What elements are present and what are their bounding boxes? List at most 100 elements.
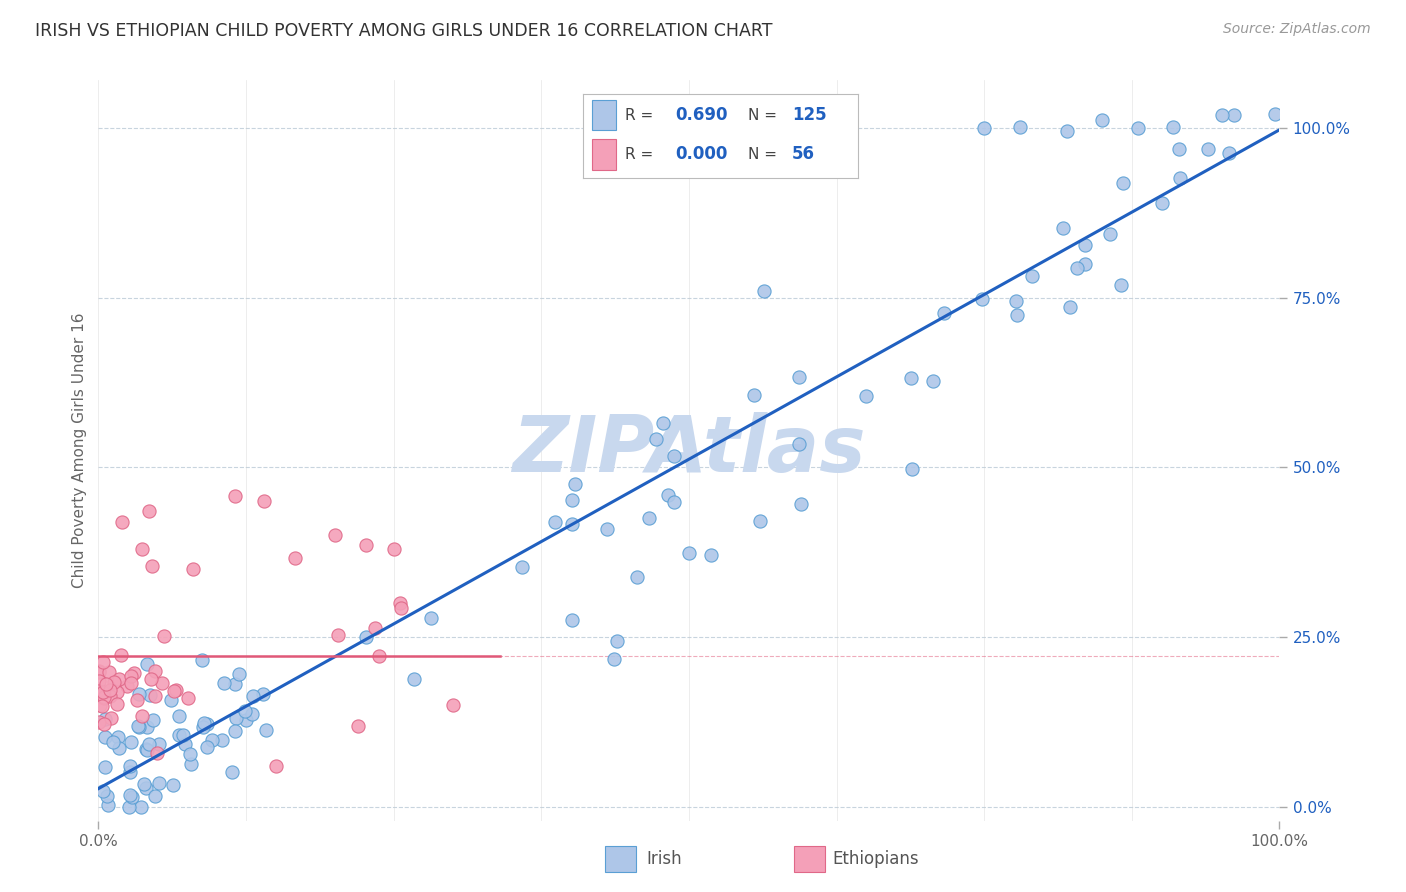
Point	[510, 560, 533, 574]
Point	[1091, 112, 1114, 127]
Point	[1073, 237, 1095, 252]
Point	[98, 665, 121, 679]
Point	[283, 550, 305, 565]
Point	[1168, 142, 1191, 156]
Point	[662, 449, 685, 463]
Point	[163, 683, 186, 698]
Point	[162, 778, 184, 792]
Point	[165, 683, 187, 698]
Text: 56: 56	[792, 145, 815, 163]
Point	[93, 685, 115, 699]
Point	[211, 733, 233, 747]
Point	[678, 546, 700, 560]
Point	[664, 495, 686, 509]
Point	[700, 548, 723, 562]
Point	[146, 746, 169, 760]
Point	[221, 765, 243, 780]
Point	[121, 789, 143, 804]
Point	[1197, 142, 1219, 156]
Point	[90, 698, 112, 713]
Point	[139, 688, 162, 702]
Point	[603, 652, 626, 666]
Text: R =: R =	[624, 147, 658, 161]
Point	[167, 709, 190, 723]
Point	[242, 689, 264, 703]
Point	[1099, 227, 1122, 241]
Point	[134, 777, 156, 791]
Point	[91, 655, 114, 669]
Point	[224, 677, 246, 691]
Point	[1074, 257, 1097, 271]
Point	[922, 374, 945, 388]
Point	[153, 629, 176, 643]
Point	[118, 800, 141, 814]
Point	[264, 759, 287, 773]
Point	[191, 652, 214, 666]
Text: Irish: Irish	[647, 850, 682, 868]
Point	[93, 717, 115, 731]
Point	[855, 389, 877, 403]
Text: 0.000: 0.000	[675, 145, 728, 163]
Text: 125: 125	[792, 106, 827, 124]
Point	[148, 737, 170, 751]
Point	[233, 704, 256, 718]
Point	[787, 436, 810, 450]
Point	[143, 664, 166, 678]
Point	[564, 476, 586, 491]
Point	[638, 510, 661, 524]
Point	[787, 370, 810, 384]
Point	[606, 634, 628, 648]
Point	[87, 664, 110, 678]
Point	[138, 738, 160, 752]
Point	[1008, 120, 1031, 134]
Point	[141, 558, 163, 573]
Point	[1112, 176, 1135, 190]
Point	[235, 713, 257, 727]
Point	[128, 720, 150, 734]
Point	[1152, 196, 1174, 211]
Point	[752, 284, 775, 298]
Point	[135, 720, 157, 734]
Point	[143, 689, 166, 703]
Point	[98, 689, 121, 703]
Point	[1066, 261, 1088, 276]
Point	[115, 679, 138, 693]
Point	[224, 723, 246, 738]
Point	[561, 517, 583, 532]
Point	[932, 306, 955, 320]
Point	[228, 667, 250, 681]
Point	[107, 730, 129, 744]
Point	[1021, 268, 1043, 283]
Point	[131, 541, 153, 556]
Point	[1218, 145, 1240, 160]
Point	[150, 675, 173, 690]
Point	[382, 541, 405, 556]
Point	[118, 764, 141, 779]
Point	[323, 528, 346, 542]
Point	[100, 682, 122, 697]
Point	[141, 673, 163, 687]
Point	[89, 674, 111, 689]
Point	[1109, 278, 1132, 293]
Point	[1161, 120, 1184, 134]
Point	[136, 743, 159, 757]
Point	[148, 776, 170, 790]
Point	[93, 690, 115, 705]
Text: IRISH VS ETHIOPIAN CHILD POVERTY AMONG GIRLS UNDER 16 CORRELATION CHART: IRISH VS ETHIOPIAN CHILD POVERTY AMONG G…	[35, 22, 773, 40]
Point	[973, 120, 995, 135]
Point	[87, 665, 110, 680]
Point	[252, 687, 274, 701]
Point	[100, 711, 122, 725]
Point	[901, 462, 924, 476]
Point	[657, 488, 679, 502]
Y-axis label: Child Poverty Among Girls Under 16: Child Poverty Among Girls Under 16	[72, 313, 87, 588]
Point	[125, 693, 148, 707]
Point	[129, 800, 152, 814]
Point	[253, 494, 276, 508]
Point	[1223, 108, 1246, 122]
Point	[596, 523, 619, 537]
FancyBboxPatch shape	[592, 100, 616, 130]
Point	[1170, 171, 1192, 186]
Point	[354, 538, 377, 552]
Point	[391, 601, 413, 615]
